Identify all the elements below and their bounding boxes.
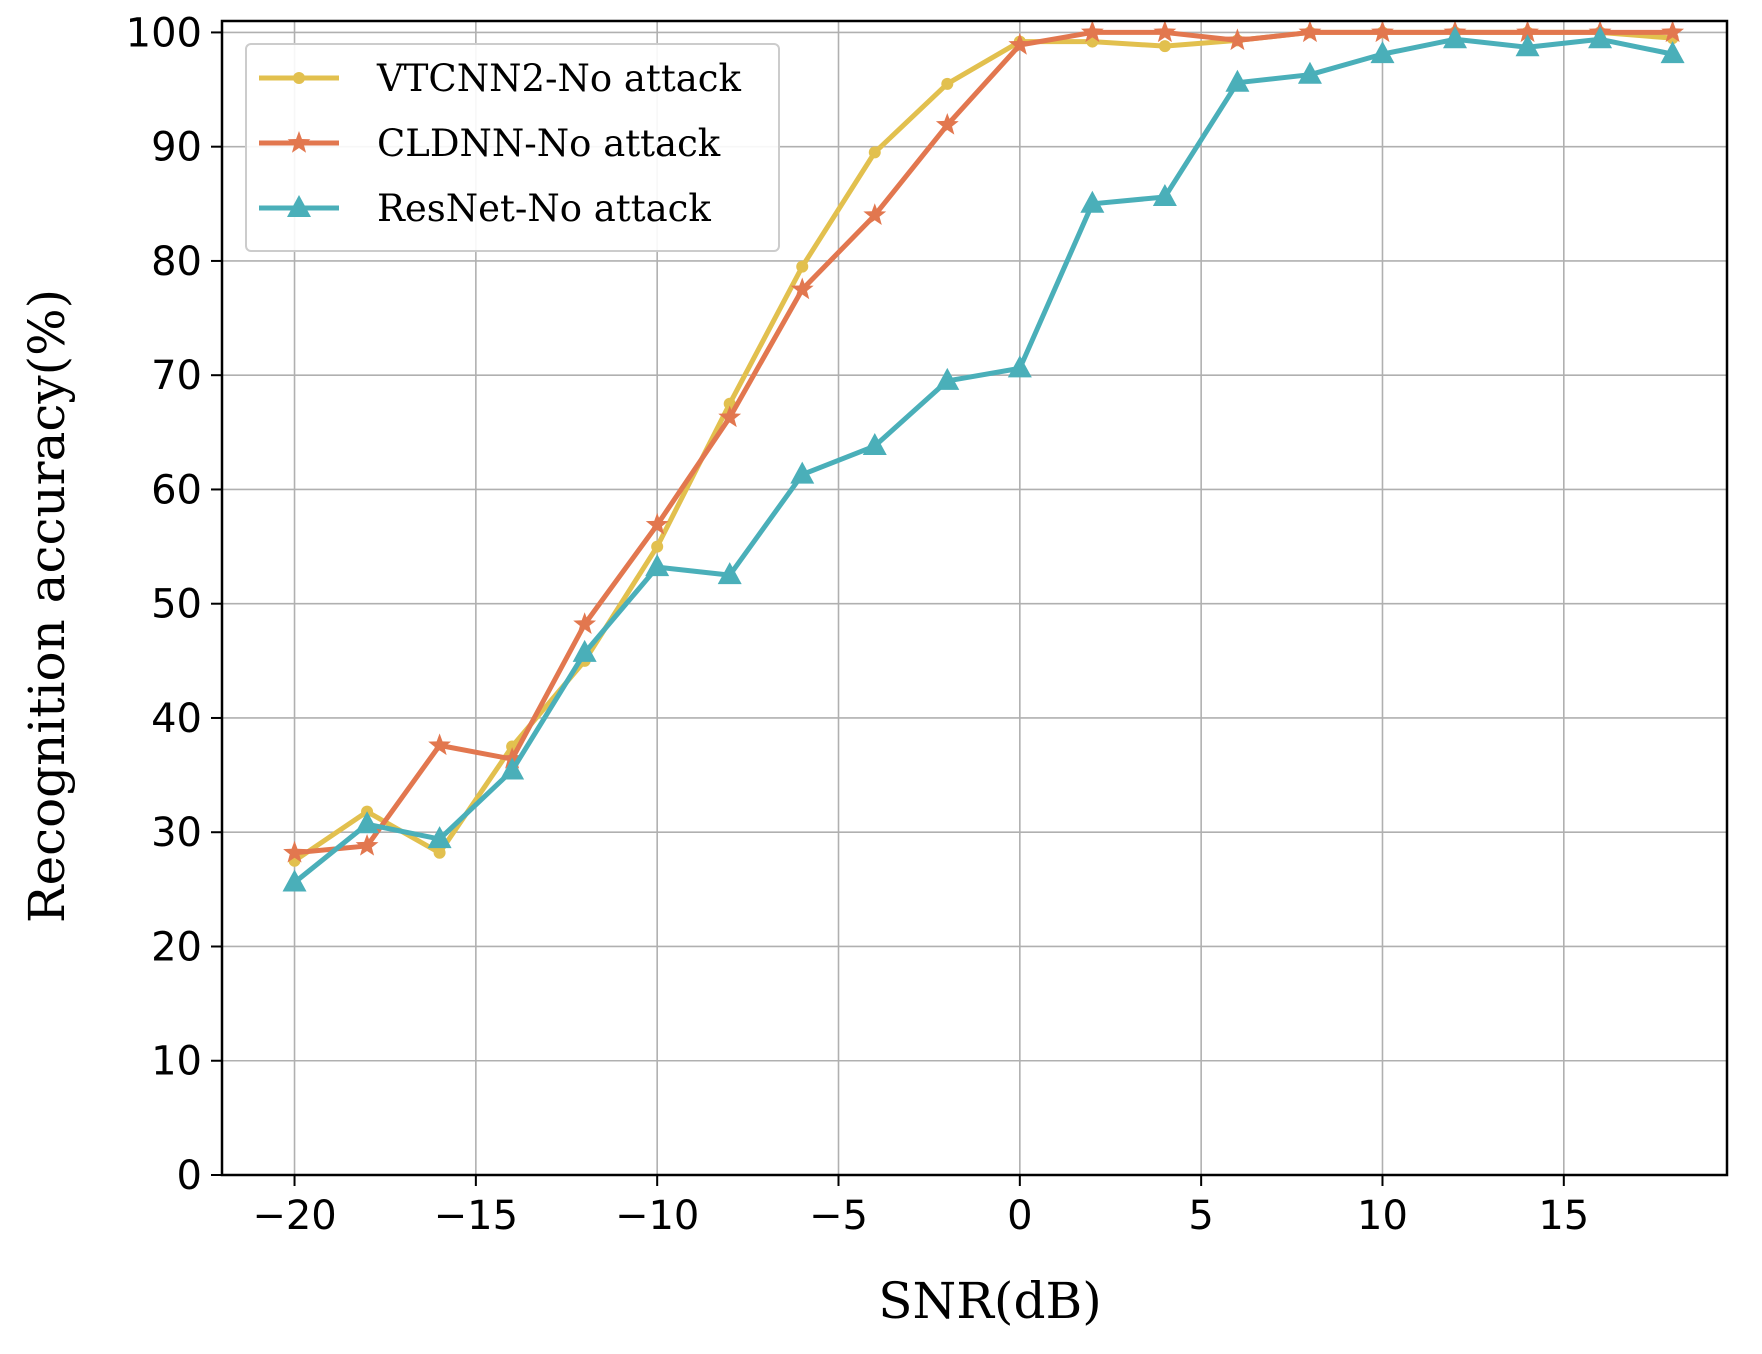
legend-label: CLDNN-No attack: [377, 122, 721, 165]
y-tick-label: 50: [151, 582, 202, 628]
data-point: [863, 203, 887, 225]
data-point: [796, 260, 809, 273]
data-point: [1297, 61, 1322, 84]
legend-label: ResNet-No attack: [377, 187, 711, 230]
y-tick-label: 10: [151, 1039, 202, 1085]
data-point: [500, 757, 525, 780]
y-tick-label: 0: [177, 1153, 202, 1199]
y-tick-label: 80: [151, 239, 202, 285]
data-point: [718, 405, 742, 428]
x-tick-label: 0: [1007, 1193, 1032, 1239]
legend-box: [245, 43, 780, 252]
legend-item: VTCNN2-No attack: [259, 57, 741, 100]
x-tick-label: −15: [434, 1193, 518, 1239]
y-tick-label: 90: [151, 125, 202, 171]
legend-marker: [287, 131, 311, 153]
series-line: [292, 29, 1676, 856]
data-point: [355, 811, 380, 834]
data-point: [1298, 20, 1322, 43]
data-point: [1153, 20, 1177, 43]
data-point: [935, 112, 959, 135]
y-tick-label: 70: [151, 353, 202, 399]
x-tick-label: −10: [615, 1193, 699, 1239]
series-3: [282, 26, 1685, 892]
y-axis-title: Recognition accuracy(%): [18, 289, 76, 923]
legend-label: VTCNN2-No attack: [376, 57, 741, 100]
x-tick-label: 10: [1357, 1193, 1408, 1239]
plot-frame: [220, 19, 1729, 1177]
series-line: [292, 36, 1676, 885]
x-tick-label: −20: [252, 1193, 336, 1239]
data-point: [433, 846, 446, 859]
data-point: [1371, 20, 1394, 43]
data-point: [1515, 34, 1540, 57]
data-point: [790, 277, 814, 300]
legend: VTCNN2-No attack CLDNN-No attack ResNet-No…: [245, 43, 780, 252]
data-point: [651, 540, 664, 553]
series-2: [283, 20, 1685, 863]
data-point: [1516, 20, 1539, 43]
legend-marker: [293, 72, 305, 84]
data-point: [935, 367, 960, 390]
data-point: [1158, 40, 1171, 53]
data-point: [1007, 355, 1032, 378]
x-axis-title: SNR(dB): [878, 1272, 1101, 1330]
data-point: [428, 733, 451, 756]
data-point: [572, 639, 597, 662]
data-point: [1443, 26, 1468, 49]
x-tick-label: 5: [1188, 1193, 1213, 1239]
data-point: [1080, 190, 1105, 213]
data-point: [283, 840, 306, 863]
data-point: [645, 512, 669, 535]
y-tick-label: 40: [151, 696, 202, 742]
data-point: [1660, 41, 1685, 64]
y-tick-label: 20: [151, 924, 202, 970]
data-point: [645, 554, 670, 577]
data-point: [1370, 41, 1395, 64]
x-tick-label: 15: [1538, 1193, 1589, 1239]
data-point: [717, 562, 742, 585]
y-tick-label: 100: [126, 10, 202, 56]
legend-item: ResNet-No attack: [259, 187, 711, 230]
data-point: [868, 146, 881, 159]
data-point: [790, 461, 815, 484]
data-point: [1080, 20, 1104, 43]
y-tick-label: 60: [151, 467, 202, 513]
legend-item: CLDNN-No attack: [259, 122, 721, 165]
data-series: [282, 20, 1685, 892]
data-point: [1152, 183, 1177, 206]
data-point: [862, 433, 887, 456]
axis-ticks: −20 −15 −10 −5 0 5 10 15 0 10 20 30 40 50 60 70 80 90 100: [126, 10, 1590, 1239]
data-point: [1226, 28, 1249, 51]
data-point: [1008, 32, 1032, 55]
x-tick-label: −5: [809, 1193, 868, 1239]
data-point: [1661, 20, 1685, 43]
data-point: [355, 833, 379, 856]
data-point: [427, 826, 452, 849]
data-point: [723, 397, 736, 410]
y-tick-label: 30: [151, 810, 202, 856]
legend-marker: [287, 195, 311, 217]
data-point: [282, 869, 307, 892]
data-point: [1588, 26, 1613, 49]
data-point: [941, 77, 954, 90]
data-point: [1225, 69, 1250, 92]
data-point: [573, 612, 597, 634]
